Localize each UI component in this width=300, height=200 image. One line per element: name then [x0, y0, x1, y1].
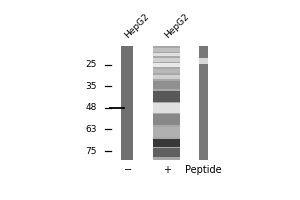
Bar	[153, 46, 180, 160]
Text: +: +	[163, 165, 170, 175]
Bar	[153, 75, 180, 79]
Text: HepG2: HepG2	[163, 12, 190, 40]
Bar	[153, 91, 180, 102]
Bar	[153, 81, 180, 89]
Text: 25: 25	[85, 60, 97, 69]
Text: Peptide: Peptide	[185, 165, 222, 175]
Bar	[153, 48, 180, 52]
Bar	[153, 53, 180, 56]
Bar	[153, 148, 180, 157]
Bar	[121, 46, 134, 160]
Text: 75: 75	[85, 147, 97, 156]
Bar	[153, 58, 180, 62]
Text: HepG2: HepG2	[123, 12, 151, 40]
Bar	[153, 114, 180, 125]
Bar	[153, 139, 180, 147]
Bar	[199, 46, 208, 160]
Text: 63: 63	[85, 125, 97, 134]
Bar	[153, 127, 180, 137]
Bar	[153, 69, 180, 73]
Bar	[153, 63, 180, 67]
Text: 35: 35	[85, 82, 97, 91]
Text: 48: 48	[85, 103, 97, 112]
Text: −: −	[124, 165, 132, 175]
Bar	[153, 103, 180, 113]
Bar	[199, 58, 208, 64]
